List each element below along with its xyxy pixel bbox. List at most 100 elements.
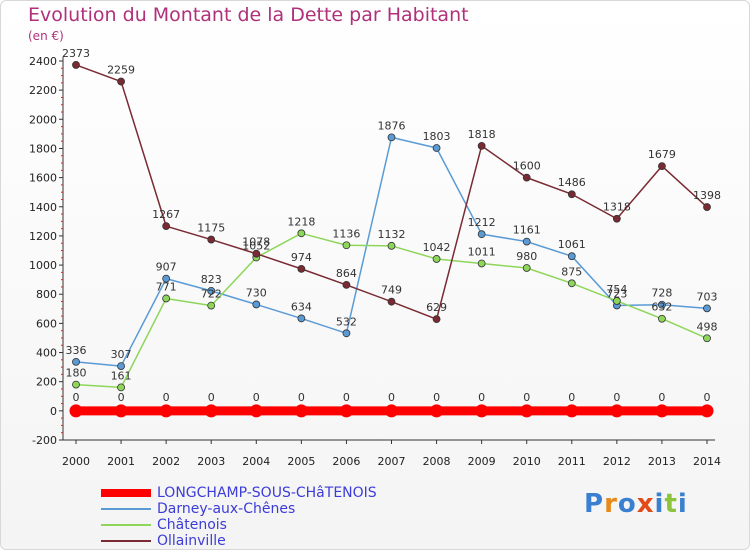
data-label: 749: [381, 284, 402, 297]
data-point: [249, 404, 263, 418]
logo-letter: t: [664, 489, 678, 519]
data-label: 0: [208, 391, 215, 404]
data-label: 0: [73, 391, 80, 404]
y-tick-label: 800: [36, 288, 57, 301]
data-point: [114, 404, 128, 418]
y-tick-label: 1400: [29, 201, 57, 214]
data-label: 1161: [513, 224, 541, 237]
data-label: 498: [697, 320, 718, 333]
data-point: [204, 404, 218, 418]
data-point: [69, 404, 83, 418]
x-tick-label: 2006: [332, 455, 360, 468]
series-line: [75, 136, 708, 367]
x-tick-label: 2005: [287, 455, 315, 468]
logo-letter: o: [617, 489, 637, 519]
data-point: [432, 255, 441, 263]
x-tick-label: 2001: [107, 455, 135, 468]
data-label: 974: [291, 251, 312, 264]
legend-label: Ollainville: [157, 533, 226, 549]
data-label: 1803: [423, 130, 451, 143]
data-point: [117, 77, 125, 86]
data-point: [565, 404, 579, 418]
data-point: [339, 404, 353, 418]
x-tick-label: 2011: [558, 455, 586, 468]
data-label: 0: [343, 391, 350, 404]
data-label: 0: [568, 391, 575, 404]
x-tick-label: 2014: [693, 455, 721, 468]
data-label: 0: [253, 391, 260, 404]
data-point: [342, 329, 351, 338]
data-label: 0: [163, 391, 170, 404]
data-label: 1175: [197, 222, 225, 235]
data-label: 1052: [242, 239, 270, 252]
data-label: 1486: [558, 176, 586, 189]
data-label: 703: [697, 290, 718, 303]
data-point: [477, 230, 486, 239]
data-label: 0: [433, 391, 440, 404]
data-point: [385, 404, 398, 418]
x-tick-label: 2003: [197, 455, 225, 468]
data-point: [252, 249, 261, 258]
x-tick-label: 2013: [648, 455, 676, 468]
data-label: 875: [561, 265, 582, 278]
data-label: 864: [336, 267, 357, 280]
y-tick-label: 1600: [29, 172, 57, 185]
data-label: 722: [201, 288, 222, 301]
data-point: [610, 404, 624, 418]
data-point: [342, 281, 351, 289]
y-tick-label: 1000: [29, 259, 57, 272]
data-label: 336: [66, 344, 87, 357]
data-point: [342, 241, 351, 250]
data-point: [387, 241, 396, 250]
data-point: [117, 383, 125, 392]
data-label: 0: [298, 391, 305, 404]
data-point: [207, 286, 216, 295]
data-point: [432, 144, 441, 152]
data-point: [387, 297, 396, 306]
data-point: [207, 301, 216, 310]
x-tick-label: 2012: [603, 455, 631, 468]
data-point: [297, 229, 306, 238]
y-tick-label: 2200: [29, 84, 57, 97]
legend-label: Châtenois: [157, 517, 227, 533]
data-point: [159, 404, 173, 418]
data-label: 161: [111, 369, 132, 382]
y-tick-label: 0: [50, 405, 57, 418]
data-label: 0: [388, 391, 395, 404]
data-label: 0: [658, 391, 665, 404]
data-label: 1011: [468, 245, 496, 258]
data-point: [162, 294, 171, 303]
data-point: [432, 315, 441, 324]
data-point: [567, 190, 576, 199]
data-label: 1132: [378, 228, 406, 241]
data-label: 1042: [423, 241, 451, 254]
data-label: 307: [111, 348, 132, 361]
data-label: 0: [523, 391, 530, 404]
data-label: 823: [201, 273, 222, 286]
data-point: [658, 162, 666, 170]
data-label: 1398: [693, 189, 721, 202]
logo-letter: x: [636, 489, 655, 519]
series-line: [75, 232, 708, 389]
data-label: 771: [156, 280, 177, 293]
x-tick-label: 2009: [468, 455, 496, 468]
data-point: [522, 173, 531, 182]
data-point: [612, 214, 621, 223]
data-point: [477, 259, 486, 268]
data-point: [567, 252, 576, 261]
data-label: 730: [246, 286, 267, 299]
data-label: 629: [426, 301, 447, 314]
data-point: [72, 380, 80, 389]
data-point: [294, 404, 308, 418]
y-tick-label: 200: [36, 376, 57, 389]
data-point: [297, 314, 306, 323]
data-label: 1600: [513, 160, 541, 173]
y-tick-label: 600: [36, 317, 57, 330]
data-label: 1136: [332, 227, 360, 240]
data-point: [252, 300, 261, 309]
data-label: 1061: [558, 238, 586, 251]
logo-letter: i: [677, 489, 688, 519]
proxiti-logo: Proxiti: [584, 489, 688, 519]
data-point: [658, 300, 666, 309]
data-point: [72, 61, 80, 69]
